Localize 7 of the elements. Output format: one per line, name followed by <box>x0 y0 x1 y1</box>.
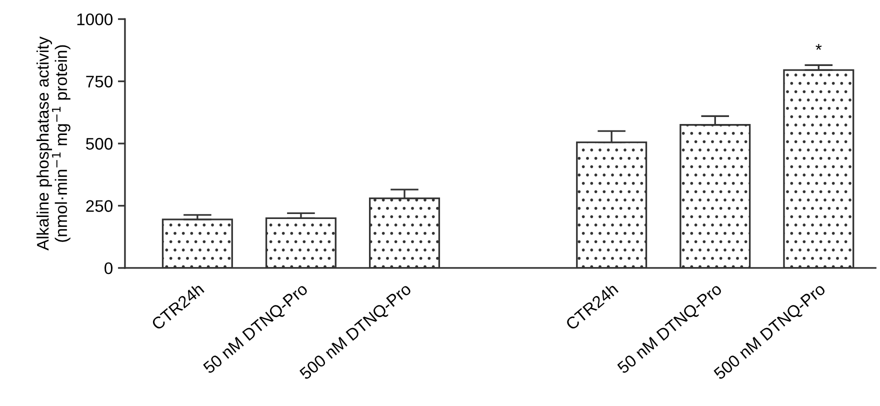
y-axis-title: Alkaline phosphatase activity (nmol·min$^{−1}$ mg$^{−1}$ protein) <box>36 36 70 250</box>
y-tick-label: 0 <box>104 262 113 274</box>
y-tick-label: 500 <box>86 138 113 150</box>
y-tick-label: 250 <box>86 200 113 212</box>
y-tick-label: 750 <box>86 76 113 88</box>
y-tick-label: 1000 <box>77 13 113 26</box>
annotation: * <box>816 44 822 50</box>
